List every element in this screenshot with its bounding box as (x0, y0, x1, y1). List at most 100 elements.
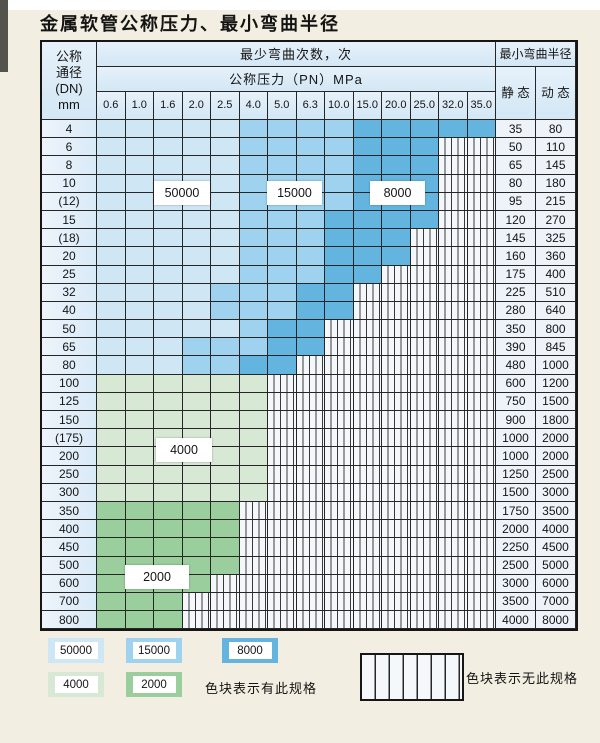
spec-cell (125, 429, 154, 448)
no-spec-cell (382, 392, 411, 411)
spec-cell (154, 247, 183, 266)
spec-cell (211, 301, 240, 321)
spec-cell (211, 429, 240, 448)
spec-cell (296, 247, 325, 266)
dynamic-radius-cell: 800 (536, 320, 576, 339)
dynamic-radius-cell: 1800 (536, 411, 576, 430)
spec-cell (182, 465, 211, 484)
spec-cell (154, 138, 183, 157)
spec-cell (239, 210, 268, 230)
spec-cell (211, 374, 240, 393)
no-spec-cell (410, 283, 439, 302)
spec-cell (296, 265, 325, 284)
legend-absent-note: 色块表示无此规格 (466, 671, 579, 686)
pressure-tick: 4.0 (239, 92, 268, 120)
no-spec-cell (296, 538, 325, 557)
spec-cell (268, 283, 297, 302)
spec-cell (182, 247, 211, 266)
no-spec-cell (439, 556, 468, 575)
spec-cell (154, 374, 183, 393)
dn-cell: 800 (42, 611, 97, 630)
spec-cell (125, 174, 154, 193)
spec-cell (154, 120, 183, 139)
dn-cell: 450 (42, 538, 97, 557)
spec-cell (182, 338, 211, 357)
spec-cell (410, 120, 439, 139)
spec-cell (382, 229, 411, 248)
no-spec-cell (439, 483, 468, 502)
dynamic-radius-cell: 3500 (536, 501, 576, 521)
spec-cell (211, 538, 240, 557)
spec-cell (97, 592, 126, 612)
spec-cell (268, 338, 297, 357)
spec-cell (239, 120, 268, 139)
spec-cell (296, 301, 325, 321)
no-spec-cell (439, 301, 468, 321)
no-spec-cell (353, 465, 382, 484)
legend-swatch-50000: 50000 (48, 638, 104, 663)
spec-cell (97, 483, 126, 502)
spec-cell (353, 247, 382, 266)
static-radius-cell: 2500 (496, 556, 536, 575)
no-spec-cell (467, 501, 496, 521)
spec-cell (97, 120, 126, 139)
dn-cell: 300 (42, 483, 97, 502)
spec-cell (268, 301, 297, 321)
spec-cell (154, 592, 183, 612)
no-spec-cell (410, 301, 439, 321)
no-spec-cell (410, 411, 439, 430)
no-spec-cell (325, 374, 354, 393)
spec-cell (97, 392, 126, 411)
no-spec-cell (439, 174, 468, 193)
no-spec-cell (382, 520, 411, 539)
spec-cell (154, 611, 183, 630)
dynamic-radius-cell: 1200 (536, 374, 576, 393)
no-spec-cell (467, 156, 496, 175)
no-spec-cell (382, 320, 411, 339)
dynamic-radius-cell: 2000 (536, 429, 576, 448)
spec-cell (154, 265, 183, 284)
no-spec-cell (353, 520, 382, 539)
no-spec-cell (382, 483, 411, 502)
no-spec-cell (410, 247, 439, 266)
dn-cell: 65 (42, 338, 97, 357)
spec-cell (125, 447, 154, 466)
no-spec-cell (382, 429, 411, 448)
no-spec-cell (410, 556, 439, 575)
spec-cell (211, 210, 240, 230)
legend-swatch-50000-label: 50000 (54, 642, 98, 659)
no-spec-cell (296, 611, 325, 630)
spec-cell (239, 229, 268, 248)
legend-swatch-15000: 15000 (126, 638, 182, 663)
spec-cell (325, 138, 354, 157)
spec-cell (268, 265, 297, 284)
spec-cell (125, 138, 154, 157)
no-spec-cell (439, 592, 468, 612)
static-radius-cell: 1500 (496, 483, 536, 502)
spec-cell (325, 247, 354, 266)
no-spec-cell (382, 538, 411, 557)
no-spec-cell (467, 556, 496, 575)
no-spec-cell (439, 138, 468, 157)
no-spec-cell (467, 301, 496, 321)
spec-cell (125, 374, 154, 393)
dn-cell: 400 (42, 520, 97, 539)
spec-cell (211, 447, 240, 466)
spec-cell (182, 156, 211, 175)
no-spec-cell (439, 320, 468, 339)
dn-cell: 25 (42, 265, 97, 284)
static-radius-cell: 225 (496, 283, 536, 302)
spec-cell (211, 392, 240, 411)
pressure-tick: 20.0 (382, 92, 411, 120)
spec-cell (268, 120, 297, 139)
corner-line-2: 通径 (55, 65, 82, 80)
no-spec-cell (467, 538, 496, 557)
no-spec-cell (239, 538, 268, 557)
spec-cell (211, 356, 240, 375)
spec-cell (382, 120, 411, 139)
no-spec-cell (410, 574, 439, 593)
dynamic-radius-cell: 640 (536, 301, 576, 321)
no-spec-cell (382, 501, 411, 521)
no-spec-cell (410, 429, 439, 448)
corner-line-3: (DN) (55, 81, 83, 96)
